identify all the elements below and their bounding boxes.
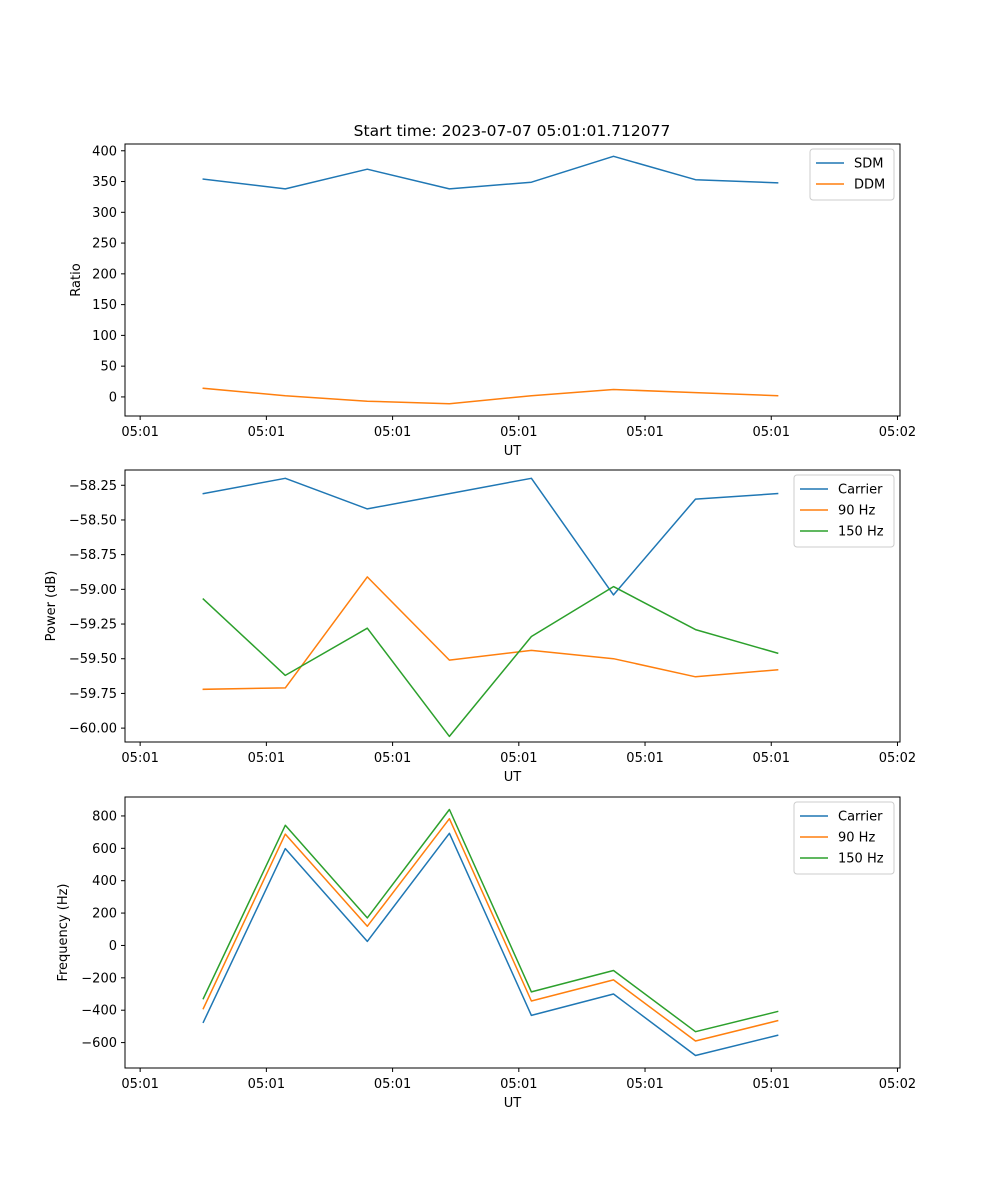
- y-tick-label: 300: [92, 206, 117, 221]
- x-tick-label: 05:02: [879, 1077, 916, 1092]
- x-axis-label: UT: [504, 770, 522, 785]
- legend-box: [793, 801, 895, 875]
- y-tick-label: 0: [109, 390, 117, 405]
- y-tick-label: −60.00: [69, 722, 117, 737]
- series-line-carrier: [202, 477, 779, 596]
- x-tick-label: 05:01: [753, 1077, 790, 1092]
- legend-box: [809, 148, 895, 201]
- charts-container: 05:01 05:01 05:01 05:01 05:01 05:01 05:02 0 50 10…: [44, 143, 916, 1111]
- y-tick-label: 800: [92, 809, 117, 824]
- y-tick-label: 400: [92, 874, 117, 889]
- y-tick-label: 600: [92, 842, 117, 857]
- y-tick-label: 150: [92, 298, 117, 313]
- x-tick-label: 05:01: [248, 1077, 285, 1092]
- x-tick-label: 05:01: [374, 425, 411, 440]
- chart-panel-2: 05:01 05:01 05:01 05:01 05:01 05:01 05:02 −60.0…: [44, 469, 916, 785]
- chart-panel-3: 05:01 05:01 05:01 05:01 05:01 05:01 05:02 −600 −…: [56, 796, 916, 1111]
- y-axis-label: Frequency (Hz): [56, 883, 71, 981]
- axes-frame: [124, 143, 901, 417]
- y-tick-label: 250: [92, 237, 117, 252]
- legend: Carrier 90 Hz 150 Hz: [793, 801, 895, 875]
- chart-panel-1: 05:01 05:01 05:01 05:01 05:01 05:01 05:02 0 50 10…: [69, 143, 916, 459]
- y-tick-label: 100: [92, 329, 117, 344]
- x-tick-label: 05:01: [500, 1077, 537, 1092]
- x-tick-label: 05:01: [626, 751, 663, 766]
- x-tick-label: 05:01: [626, 1077, 663, 1092]
- y-tick-label: −200: [81, 971, 117, 986]
- y-tick-label: 350: [92, 175, 117, 190]
- x-tick-label: 05:01: [753, 751, 790, 766]
- legend-label-sdm: SDM: [854, 157, 883, 172]
- legend-label-150-hz: 150 Hz: [838, 852, 884, 867]
- y-axis-label: Power (dB): [44, 571, 59, 642]
- x-tick-label: 05:01: [626, 425, 663, 440]
- y-tick-label: −58.75: [69, 548, 117, 563]
- y-tick-label: 50: [100, 360, 117, 375]
- y-tick-label: 200: [92, 267, 117, 282]
- y-tick-label: −58.25: [69, 479, 117, 494]
- y-tick-label: −58.50: [69, 513, 117, 528]
- x-tick-label: 05:01: [248, 425, 285, 440]
- series-line-sdm: [202, 155, 779, 190]
- axes-frame: [124, 469, 901, 743]
- y-tick-label: 400: [92, 144, 117, 159]
- y-tick-label: −59.75: [69, 687, 117, 702]
- y-tick-label: 0: [109, 939, 117, 954]
- y-tick-label: −600: [81, 1036, 117, 1051]
- x-tick-label: 05:01: [121, 751, 158, 766]
- series-line-90-hz: [202, 576, 779, 691]
- x-tick-label: 05:01: [121, 425, 158, 440]
- legend-label-90-hz: 90 Hz: [838, 831, 875, 846]
- x-tick-label: 05:01: [500, 425, 537, 440]
- figure-title: Start time: 2023-07-07 05:01:01.712077: [354, 122, 671, 140]
- series-line-150-hz: [202, 808, 779, 1033]
- y-tick-label: −400: [81, 1004, 117, 1019]
- legend-label-ddm: DDM: [854, 178, 885, 193]
- y-tick-label: −59.25: [69, 618, 117, 633]
- y-tick-label: −59.50: [69, 652, 117, 667]
- series-line-150-hz: [202, 585, 779, 738]
- legend-label-carrier: Carrier: [838, 810, 883, 825]
- legend-label-150-hz: 150 Hz: [838, 525, 884, 540]
- x-axis-label: UT: [504, 444, 522, 459]
- legend-label-90-hz: 90 Hz: [838, 504, 875, 519]
- y-axis-label: Ratio: [69, 263, 84, 296]
- x-tick-label: 05:02: [879, 751, 916, 766]
- x-tick-label: 05:01: [753, 425, 790, 440]
- x-tick-label: 05:01: [374, 1077, 411, 1092]
- y-tick-label: −59.00: [69, 583, 117, 598]
- x-tick-label: 05:01: [500, 751, 537, 766]
- legend-label-carrier: Carrier: [838, 483, 883, 498]
- legend: SDM DDM: [809, 148, 895, 201]
- axes-frame: [124, 796, 901, 1069]
- series-line-90-hz: [202, 817, 779, 1042]
- y-tick-label: 200: [92, 907, 117, 922]
- x-tick-label: 05:01: [121, 1077, 158, 1092]
- legend: Carrier 90 Hz 150 Hz: [793, 474, 895, 548]
- x-tick-label: 05:01: [248, 751, 285, 766]
- x-tick-label: 05:02: [879, 425, 916, 440]
- x-axis-label: UT: [504, 1096, 522, 1111]
- x-tick-label: 05:01: [374, 751, 411, 766]
- series-line-carrier: [202, 832, 779, 1057]
- legend-box: [793, 474, 895, 548]
- series-line-ddm: [202, 387, 779, 405]
